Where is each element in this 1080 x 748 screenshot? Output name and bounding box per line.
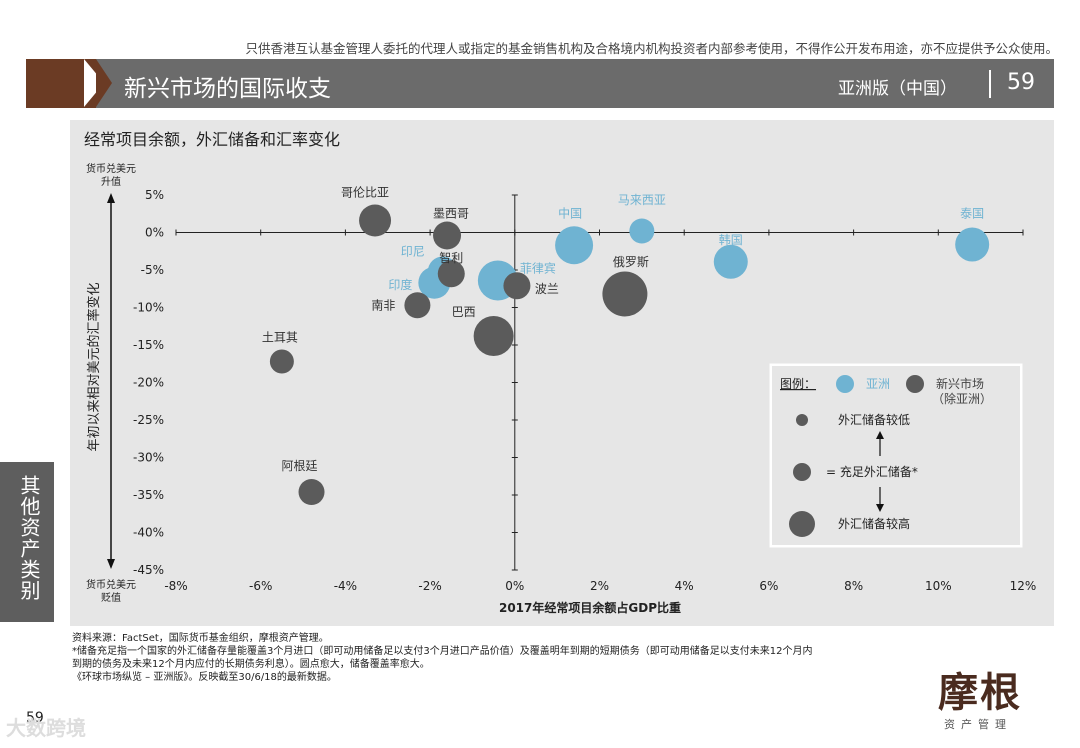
footnote-source: 资料来源：FactSet，国际货币基金组织，摩根资产管理。 — [72, 633, 329, 644]
footnote-date: 《环球市场纵览 – 亚洲版》。反映截至30/6/18的最新数据。 — [72, 672, 337, 683]
legend-arrow-up-head — [876, 431, 884, 439]
x-tick-label: -8% — [164, 579, 187, 593]
x-tick-label: -4% — [334, 579, 357, 593]
legend: 图例： 亚洲 新兴市场 （除亚洲） 外汇储备较低 = 充足外汇储备* 外汇储备较… — [769, 363, 1023, 548]
chart-title: 经常项目余额，外汇储备和汇率变化 — [84, 130, 341, 149]
legend-low-dot — [796, 414, 808, 426]
x-tick-label: 0% — [505, 579, 524, 593]
asia-point — [955, 227, 990, 262]
edition-label: 亚洲版（中国） — [838, 79, 957, 99]
legend-adequate-label: = 充足外汇储备* — [826, 464, 918, 479]
point-label: 菲律宾 — [520, 261, 556, 276]
em-point — [437, 260, 465, 288]
footnotes: 资料来源：FactSet，国际货币基金组织，摩根资产管理。 *储备充足指一个国家… — [72, 632, 912, 684]
y-top-label-1: 货币兑美元 — [86, 162, 136, 175]
em-point — [602, 271, 648, 317]
point-label: 马来西亚 — [618, 193, 666, 207]
x-tick-label: 12% — [1010, 579, 1037, 593]
legend-asia-dot — [836, 375, 854, 393]
point-labels: 中国 马来西亚泰国韩国印尼印度 菲律宾 哥伦比亚墨西哥智利波兰 俄罗斯南非巴西土耳其阿根… — [262, 185, 984, 474]
em-point — [433, 221, 462, 250]
legend-adequate-dot — [793, 463, 811, 481]
y-tick-label: -30% — [133, 451, 164, 465]
footnote-definition-1: *储备充足指一个国家的外汇储备存量能覆盖3个月进口（即可动用储备足以支付3个月进… — [72, 646, 813, 657]
y-bottom-label-1: 货币兑美元 — [86, 578, 136, 591]
legend-em-dot — [906, 375, 924, 393]
em-point — [269, 349, 294, 374]
header-page-number: 59 — [1007, 70, 1035, 95]
x-tick-label: 4% — [675, 579, 694, 593]
footnote-definition-2: 到期的债务及未来12个月内应付的长期债务利息）。圆点愈大，储备覆盖率愈大。 — [72, 659, 430, 670]
y-tick-label: -35% — [133, 488, 164, 502]
y-tick-label: 5% — [145, 188, 164, 202]
y-axis-label: 年初以来相对美元的汇率变化 — [86, 282, 102, 451]
y-tick-label: -10% — [133, 301, 164, 315]
legend-title: 图例： — [780, 377, 816, 391]
header-bar — [86, 59, 1054, 108]
point-label: 智利 — [439, 250, 463, 265]
brand-logo: 摩根 — [938, 669, 1022, 716]
em-point — [404, 292, 431, 319]
point-label: 韩国 — [719, 232, 743, 247]
em-point — [298, 479, 325, 505]
y-tick-label: -15% — [133, 338, 164, 352]
x-tick-label: 8% — [844, 579, 863, 593]
y-tick-label: -40% — [133, 526, 164, 540]
y-tick-label: -45% — [133, 563, 164, 577]
em-point — [359, 204, 392, 237]
y-tick-label: -25% — [133, 413, 164, 427]
header-chevron-accent — [96, 59, 112, 107]
point-label: 土耳其 — [262, 331, 298, 345]
point-label: 巴西 — [452, 305, 476, 319]
point-label: 印度 — [388, 277, 412, 292]
em-point — [503, 272, 531, 300]
footer-page-number: 59 — [26, 710, 44, 726]
x-tick-label: 2% — [590, 579, 609, 593]
point-label: 泰国 — [960, 207, 984, 221]
y-top-label-2: 升值 — [101, 175, 121, 188]
y-bottom-label-2: 贬值 — [101, 591, 121, 604]
point-label: 南非 — [371, 297, 395, 312]
x-tick-label: -6% — [249, 579, 272, 593]
axes — [176, 195, 1023, 570]
legend-high-label: 外汇储备较高 — [838, 516, 910, 531]
asia-point — [713, 244, 748, 279]
data-points — [269, 204, 990, 505]
point-label: 中国 — [558, 205, 582, 220]
y-tick-label: -5% — [141, 263, 164, 277]
axis-ticks: -8% -6% -4% -2% 0% 2% 4% 6% 8% 10% 12% 5% 0% -5% -10% -… — [133, 188, 1036, 593]
sidebar-label: 其他资产类别 — [17, 475, 41, 601]
legend-em-label-2: （除亚洲） — [932, 391, 992, 406]
legend-arrow-down-head — [876, 504, 884, 512]
header-separator — [989, 70, 991, 98]
legend-low-label: 外汇储备较低 — [838, 412, 910, 427]
legend-inner — [772, 366, 1020, 545]
disclaimer-text: 只供香港互认基金管理人委托的代理人或指定的基金销售机构及合格境内机构投资者内部参… — [245, 41, 1058, 56]
page-title: 新兴市场的国际收支 — [124, 76, 331, 102]
point-label: 印尼 — [401, 245, 425, 259]
point-label: 俄罗斯 — [613, 255, 649, 269]
x-axis-label: 2017年经常项目余额占GDP比重 — [499, 600, 681, 615]
x-tick-label: -2% — [418, 579, 441, 593]
asia-point — [555, 226, 594, 265]
legend-asia-label: 亚洲 — [866, 377, 890, 391]
y-tick-label: -20% — [133, 376, 164, 390]
point-label: 阿根廷 — [282, 459, 318, 473]
legend-em-label-1: 新兴市场 — [936, 376, 984, 391]
point-label: 波兰 — [535, 282, 559, 296]
x-tick-label: 10% — [925, 579, 952, 593]
y-arrow-up — [107, 193, 115, 203]
x-tick-label: 6% — [759, 579, 778, 593]
y-tick-label: 0% — [145, 226, 164, 240]
brand-logo-subtitle: 资产管理 — [944, 718, 1012, 731]
point-label: 墨西哥 — [433, 207, 469, 221]
watermark: 大数跨境 — [6, 716, 86, 740]
em-point — [473, 316, 514, 356]
y-arrow-down — [107, 559, 115, 569]
asia-point — [629, 218, 655, 244]
legend-high-dot — [789, 511, 815, 537]
sidebar-tab — [0, 462, 54, 622]
point-label: 哥伦比亚 — [341, 185, 389, 200]
